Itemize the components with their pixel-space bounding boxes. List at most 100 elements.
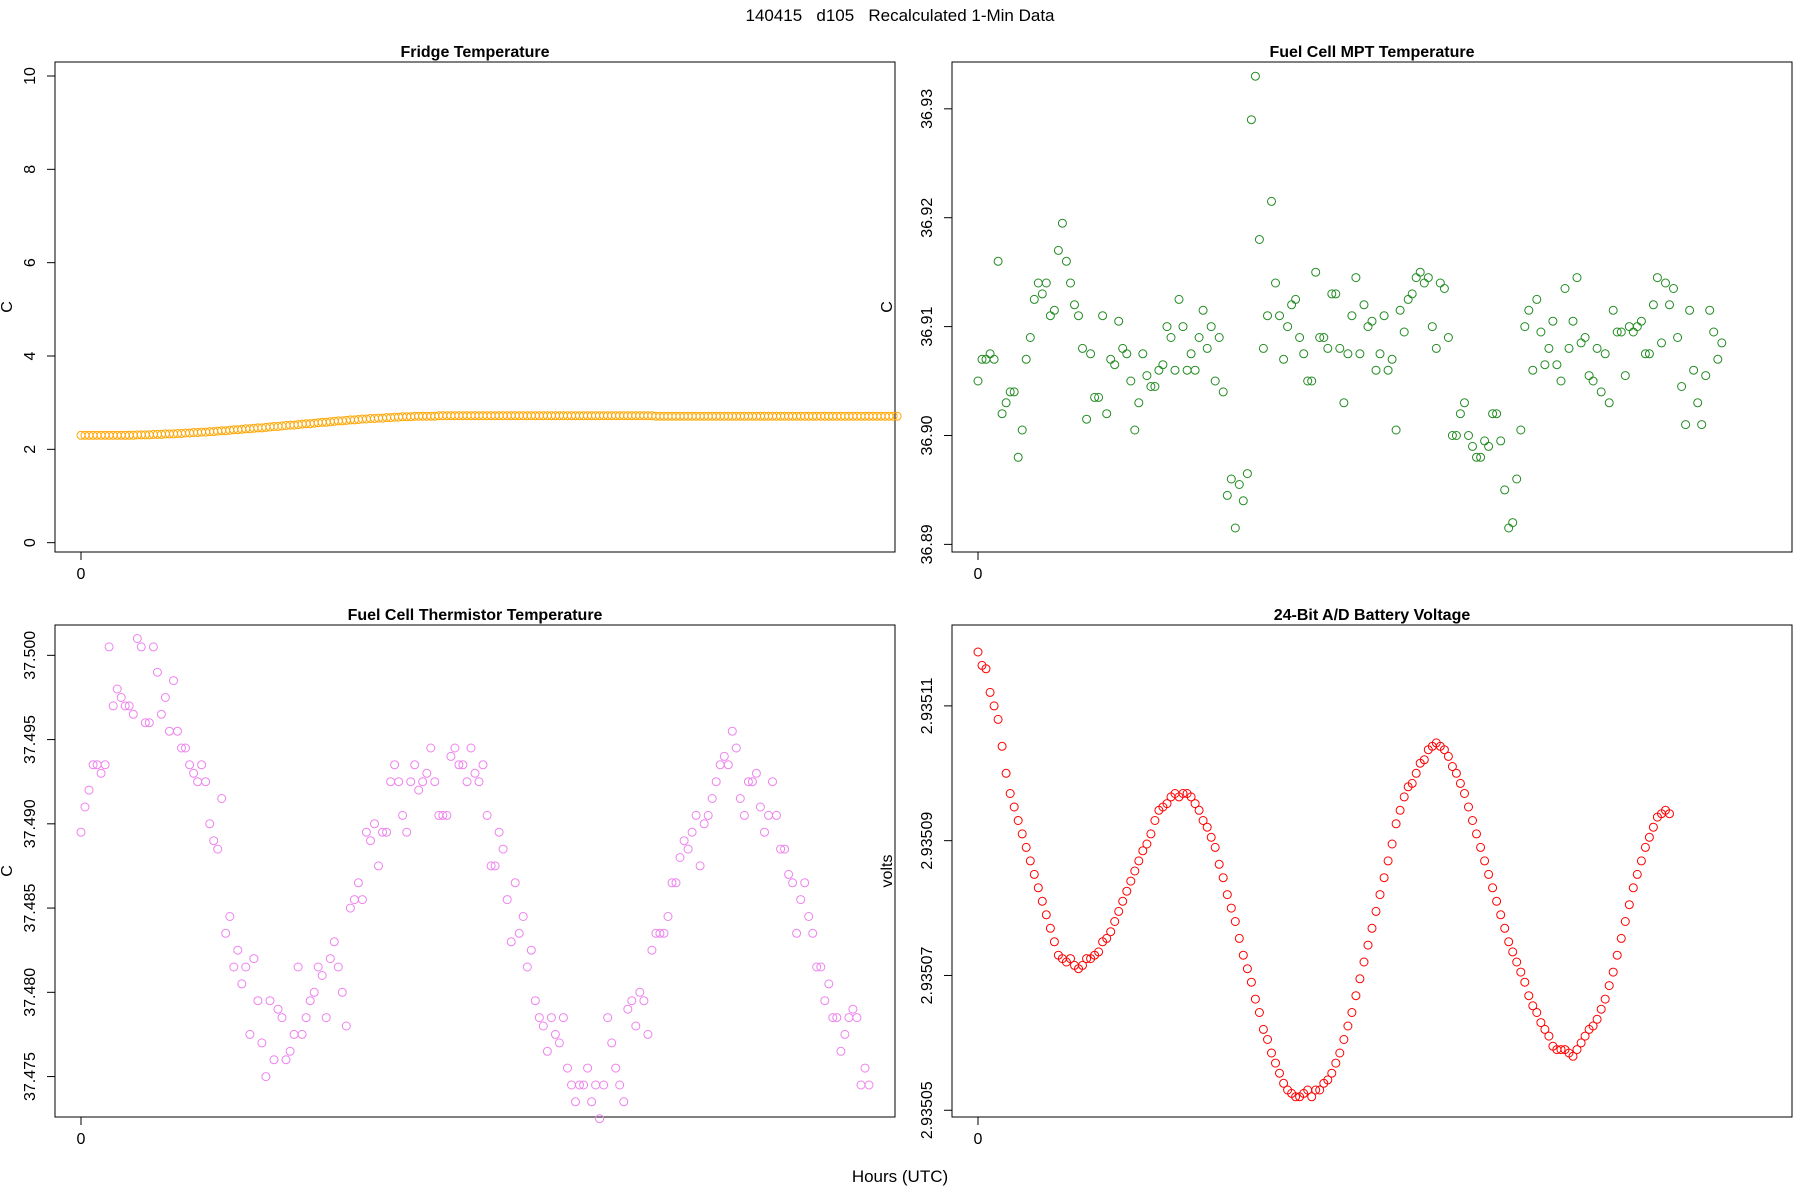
data-point: [1451, 768, 1461, 778]
data-point: [1343, 1021, 1353, 1031]
data-point: [599, 1080, 609, 1090]
data-point: [1174, 294, 1184, 304]
data-point: [84, 785, 94, 795]
data-point: [1391, 425, 1401, 435]
data-point: [370, 819, 379, 829]
data-point: [378, 827, 387, 837]
data-point: [627, 996, 637, 1006]
data-point: [852, 1013, 862, 1023]
data-point: [1600, 349, 1610, 359]
data-point: [1544, 343, 1554, 353]
data-point: [663, 912, 673, 921]
data-point: [458, 760, 468, 770]
data-point: [1524, 991, 1534, 1001]
data-point: [1632, 322, 1642, 332]
data-point: [1206, 322, 1216, 332]
data-point: [784, 869, 794, 879]
data-point: [1419, 755, 1429, 765]
data-point: [655, 928, 665, 938]
data-point: [615, 1080, 625, 1090]
data-point: [116, 693, 126, 702]
data-point: [1025, 856, 1035, 866]
data-point: [587, 1097, 597, 1107]
data-point: [337, 987, 347, 997]
data-point: [1311, 267, 1321, 277]
data-point: [671, 878, 681, 888]
data-point: [1250, 994, 1260, 1004]
data-point: [699, 819, 709, 829]
data-point: [233, 945, 243, 955]
y-tick-label: 37.500: [22, 631, 39, 680]
data-point: [1460, 398, 1469, 408]
data-point: [1411, 273, 1421, 283]
data-point: [1644, 349, 1654, 359]
data-point: [1254, 1008, 1264, 1017]
data-point: [136, 642, 146, 652]
data-point: [1492, 409, 1502, 419]
data-point: [1576, 338, 1586, 348]
data-point: [1516, 967, 1526, 977]
data-point: [1267, 1048, 1276, 1058]
data-point: [1685, 305, 1695, 315]
data-point: [1504, 523, 1514, 533]
y-tick-label: 2.93507: [919, 946, 936, 1004]
data-point: [796, 895, 806, 905]
data-point: [1238, 950, 1248, 960]
data-point: [257, 1038, 267, 1048]
data-point: [1178, 322, 1188, 332]
data-point: [1359, 957, 1369, 967]
data-point: [1387, 354, 1397, 364]
data-point: [325, 954, 335, 964]
data-point: [1359, 300, 1369, 310]
y-tick-label: 2: [22, 445, 39, 454]
panel-title: 24-Bit A/D Battery Voltage: [1274, 607, 1471, 624]
data-point: [1053, 245, 1063, 255]
data-point: [1431, 343, 1441, 353]
data-point: [1082, 414, 1092, 424]
data-point: [1198, 816, 1208, 825]
data-point: [88, 760, 98, 770]
data-point: [583, 1063, 593, 1073]
data-point: [554, 1038, 564, 1048]
data-point: [1017, 425, 1027, 435]
y-tick-label: 2.93509: [919, 812, 936, 870]
data-point: [1347, 1008, 1357, 1017]
data-point: [530, 996, 540, 1006]
data-point: [281, 1055, 291, 1065]
data-point: [679, 836, 689, 846]
data-point: [1142, 839, 1152, 849]
data-point: [997, 409, 1007, 419]
data-point: [293, 962, 303, 972]
data-point: [374, 861, 383, 871]
data-point: [229, 962, 239, 972]
data-point: [844, 1013, 854, 1023]
data-point: [341, 1021, 351, 1031]
data-point: [1536, 1018, 1546, 1028]
data-point: [571, 1097, 580, 1107]
data-point: [361, 827, 371, 837]
data-point: [892, 411, 902, 421]
data-point: [1399, 792, 1409, 802]
data-point: [1190, 365, 1200, 375]
data-point: [985, 349, 995, 359]
plot-frame: [951, 624, 1793, 1118]
data-point: [418, 777, 428, 787]
data-point: [526, 945, 536, 955]
data-point: [1636, 316, 1646, 326]
data-point: [1665, 809, 1674, 819]
data-point: [1263, 1035, 1272, 1044]
data-point: [1516, 425, 1526, 435]
data-point: [128, 709, 138, 719]
data-point: [1246, 115, 1256, 125]
data-point: [1383, 856, 1393, 866]
data-point: [450, 743, 460, 753]
y-axis-label: C: [879, 301, 896, 313]
data-point: [768, 777, 777, 787]
data-point: [221, 928, 231, 938]
data-point: [1689, 365, 1699, 375]
data-point: [1427, 322, 1437, 332]
data-point: [550, 1029, 560, 1039]
data-point: [985, 687, 995, 697]
data-point: [1439, 745, 1449, 755]
data-point: [808, 928, 818, 938]
